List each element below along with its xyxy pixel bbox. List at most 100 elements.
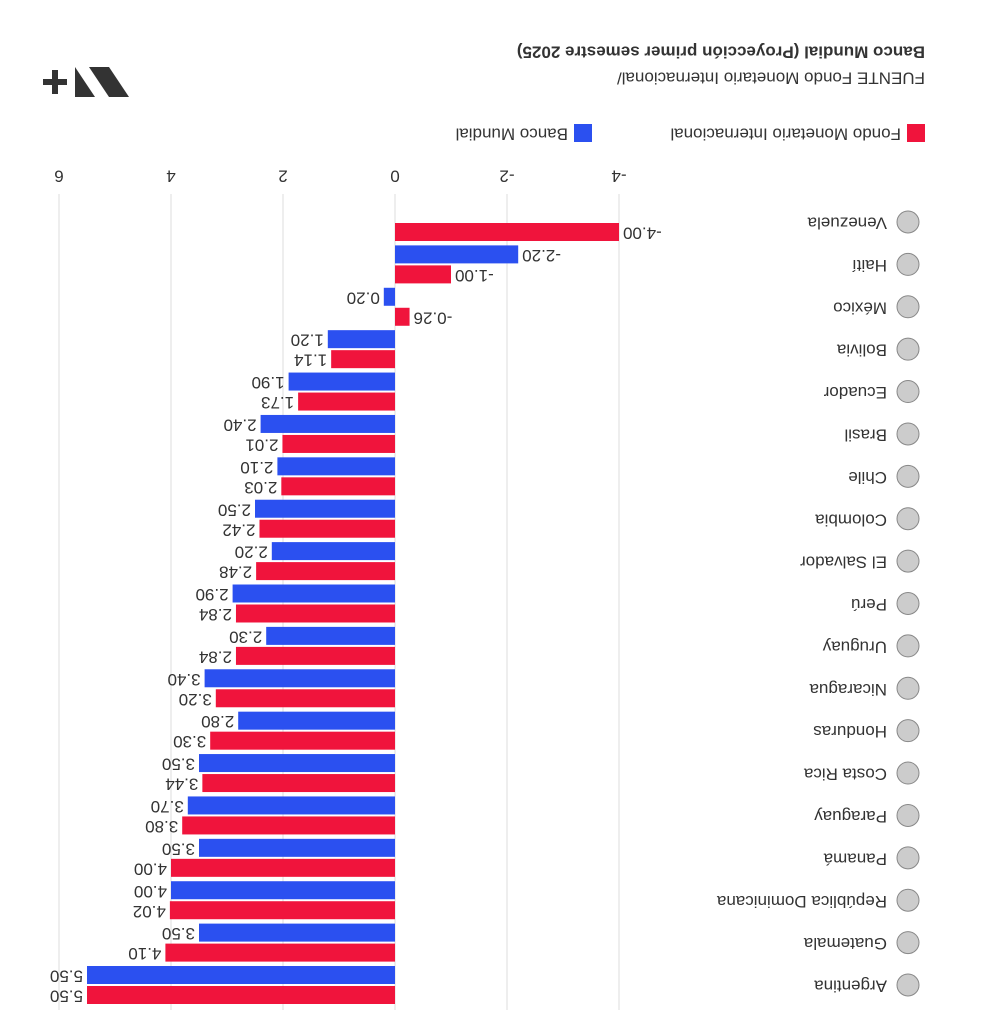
bar	[266, 626, 395, 645]
category-label: Paraguay	[814, 807, 887, 826]
value-label: 3.80	[145, 817, 178, 836]
category-label: Nicaragua	[809, 680, 887, 699]
bar	[87, 986, 395, 1004]
bar	[395, 245, 519, 264]
value-label: 2.84	[199, 647, 232, 666]
bar	[259, 519, 395, 538]
legend-swatch	[574, 124, 592, 142]
category-label: Bolivia	[836, 341, 887, 360]
bar	[327, 330, 395, 349]
bar	[277, 457, 395, 476]
value-label: 1.20	[291, 331, 324, 350]
source-detail: Banco Mundial (Proyección primer semestr…	[517, 43, 925, 62]
flag	[896, 592, 920, 615]
x-tick-label: 0	[390, 167, 399, 186]
bar	[331, 350, 395, 369]
category-label: Perú	[851, 595, 887, 614]
legend-label: Banco Mundial	[456, 125, 568, 144]
value-label: 4.10	[128, 944, 161, 963]
category-label: Haití	[852, 256, 887, 275]
flag	[896, 634, 920, 658]
value-label: 2.10	[240, 458, 273, 477]
bar	[199, 923, 395, 942]
flag	[896, 464, 920, 488]
flag	[896, 210, 920, 234]
value-label: 3.30	[173, 732, 206, 751]
value-label: 2.42	[222, 520, 255, 539]
value-label: 5.50	[50, 987, 83, 1006]
x-tick-label: -2	[499, 167, 514, 186]
bar	[256, 562, 395, 581]
value-label: 2.48	[219, 563, 252, 582]
value-label: 2.03	[244, 478, 277, 497]
value-label: 4.00	[134, 882, 167, 901]
category-label: México	[833, 298, 887, 317]
value-label: 3.50	[162, 755, 195, 774]
category-label: Uruguay	[822, 637, 887, 656]
flag	[896, 846, 920, 870]
x-tick-label: 4	[166, 167, 175, 186]
value-label: 3.44	[165, 775, 198, 794]
category-label: Panamá	[823, 849, 887, 868]
flag	[896, 803, 920, 827]
value-label: -4.00	[623, 224, 662, 243]
value-label: 2.40	[224, 415, 257, 434]
bar	[383, 287, 395, 306]
value-label: 4.02	[133, 902, 166, 921]
category-label: Ecuador	[823, 383, 887, 402]
value-label: 5.50	[50, 967, 83, 986]
bar	[171, 881, 395, 900]
bar	[282, 434, 395, 453]
category-label: El Salvador	[800, 553, 887, 572]
x-tick-label: 2	[278, 167, 287, 186]
flag	[896, 676, 920, 700]
x-tick-label: -4	[611, 167, 626, 186]
bar	[165, 943, 395, 962]
value-label: 1.90	[252, 373, 285, 392]
value-label: 2.20	[235, 543, 268, 562]
bar	[182, 816, 395, 835]
legend-label: Fondo Monetario Internacional	[670, 125, 901, 144]
bar	[288, 372, 395, 391]
bar	[255, 499, 395, 518]
value-label: 3.50	[162, 839, 195, 858]
category-label: Costa Rica	[803, 765, 887, 784]
chart-body: -4-20246Argentina5.505.50Guatemala4.103.…	[43, 43, 925, 1010]
value-label: -2.20	[522, 246, 561, 265]
bar	[235, 646, 395, 665]
value-label: 3.70	[151, 797, 184, 816]
bar	[199, 838, 395, 857]
legend-swatch	[907, 124, 925, 142]
flag	[896, 295, 920, 319]
bar	[281, 477, 395, 496]
category-label: Colombia	[815, 510, 887, 529]
bar	[202, 774, 395, 793]
bar	[238, 711, 395, 730]
category-label: Guatemala	[803, 934, 887, 953]
category-label: Argentina	[814, 977, 887, 996]
flag	[896, 422, 920, 446]
value-label: 1.73	[261, 393, 294, 412]
flag	[896, 252, 920, 276]
bar	[232, 584, 395, 603]
flag	[896, 507, 920, 531]
category-label: Brasil	[844, 425, 887, 444]
bar	[260, 414, 395, 433]
flag	[896, 973, 920, 997]
bar	[204, 669, 395, 688]
flag	[896, 888, 920, 912]
value-label: 2.01	[245, 435, 278, 454]
value-label: 3.20	[179, 690, 212, 709]
value-label: 3.40	[168, 670, 201, 689]
bar	[87, 966, 395, 984]
bar	[271, 542, 395, 561]
value-label: 0.20	[347, 288, 380, 307]
bar	[210, 731, 395, 750]
value-label: 2.90	[196, 585, 229, 604]
bar	[395, 223, 619, 241]
value-label: 3.50	[162, 924, 195, 943]
bar	[395, 307, 410, 326]
value-label: 2.80	[201, 712, 234, 731]
value-label: 1.14	[294, 351, 327, 370]
